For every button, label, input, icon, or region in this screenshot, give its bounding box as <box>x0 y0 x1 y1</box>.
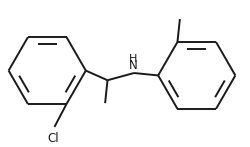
Text: Cl: Cl <box>48 132 59 145</box>
Text: H: H <box>129 54 137 64</box>
Text: N: N <box>128 59 137 72</box>
